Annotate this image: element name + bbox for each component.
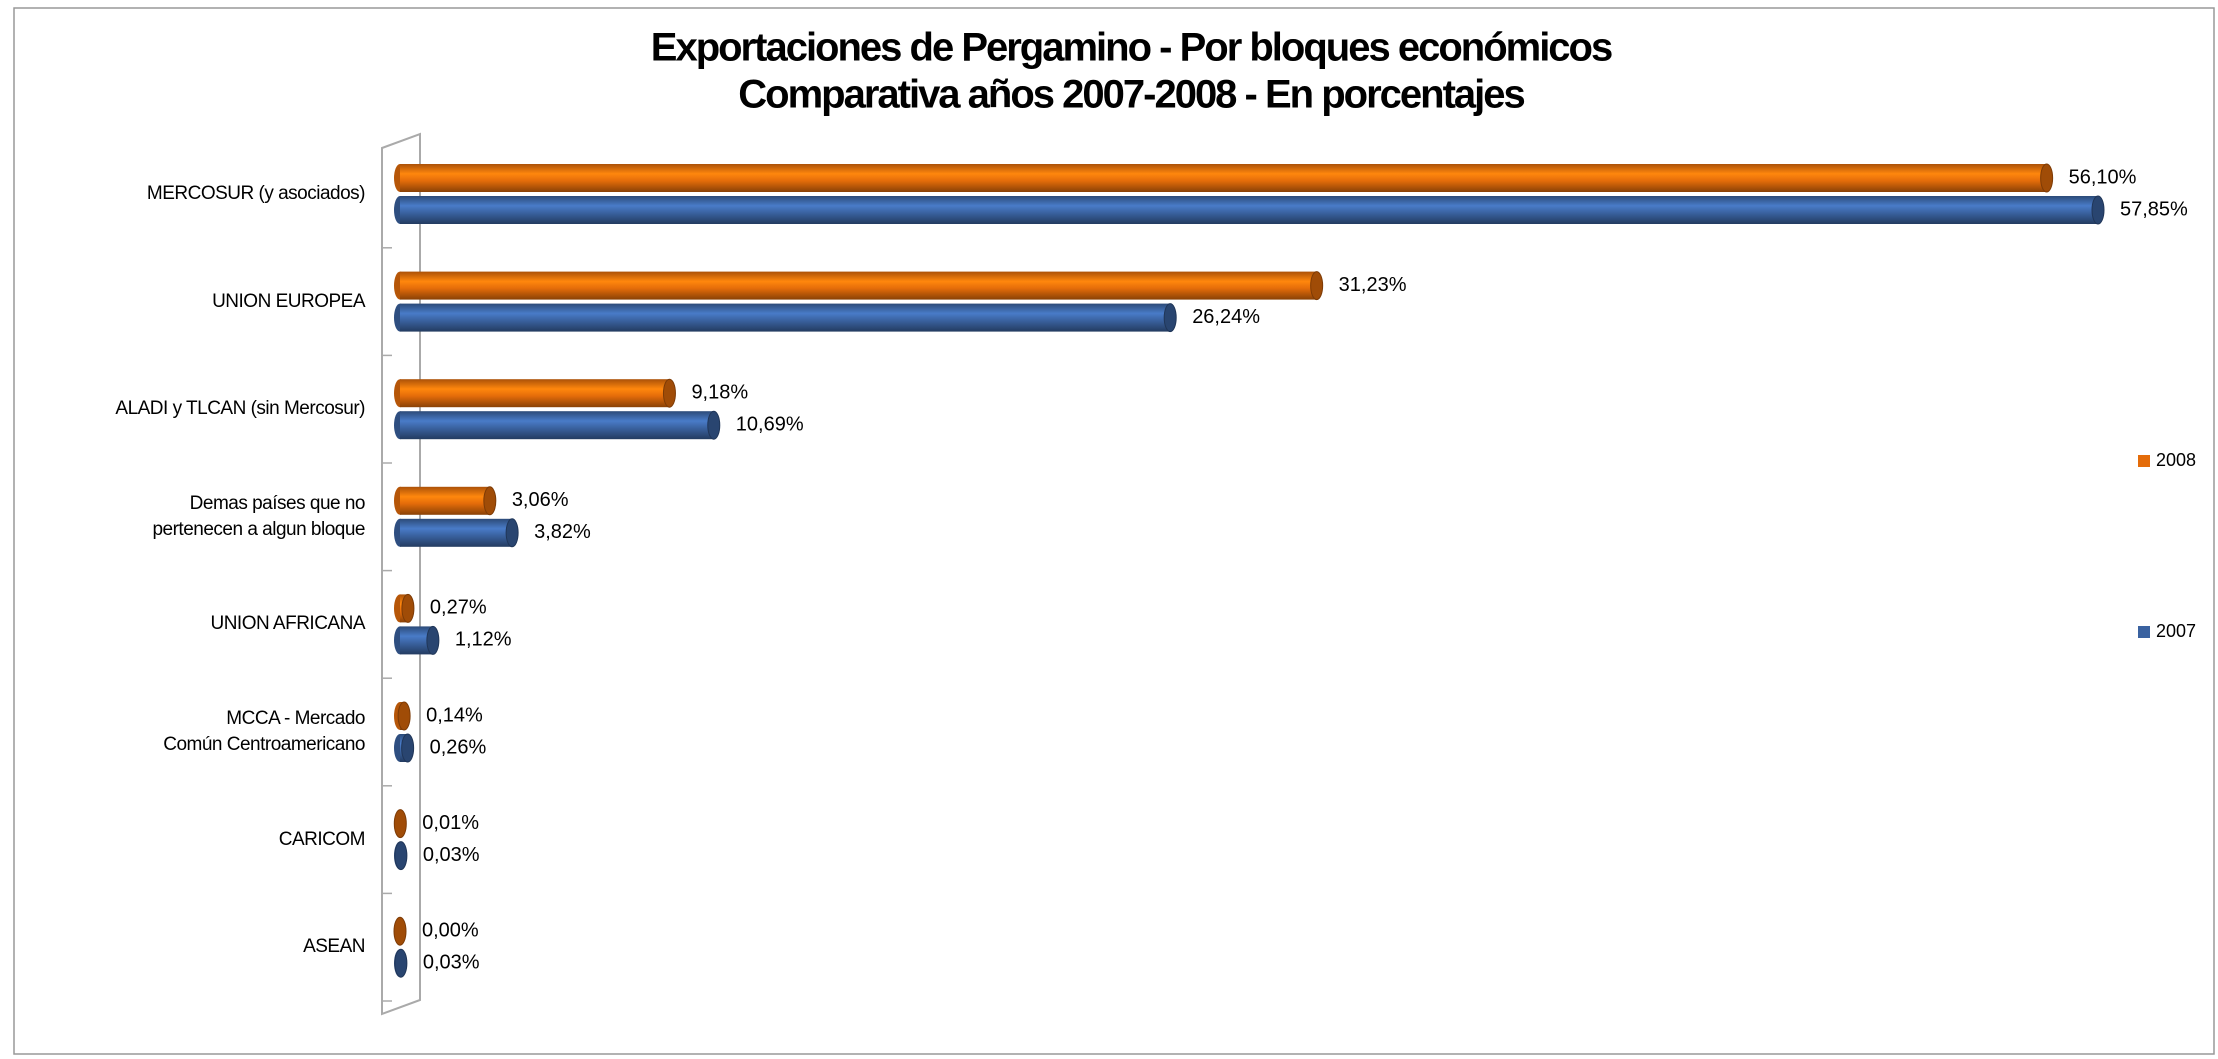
bar bbox=[400, 271, 1317, 300]
bar-cap bbox=[1163, 303, 1177, 333]
bar bbox=[400, 196, 2098, 224]
value-label: 0,03% bbox=[423, 844, 480, 866]
bar bbox=[400, 303, 1171, 332]
value-label: 0,14% bbox=[426, 704, 483, 726]
value-label: 3,82% bbox=[534, 521, 591, 543]
axis-wall bbox=[381, 132, 421, 1016]
bar-cap bbox=[397, 701, 411, 731]
value-label: 0,27% bbox=[430, 597, 487, 619]
value-label: 57,85% bbox=[2120, 198, 2188, 220]
bar-cap bbox=[1310, 271, 1324, 301]
value-label: 0,00% bbox=[422, 919, 479, 941]
value-label: 10,69% bbox=[736, 413, 804, 435]
value-label: 31,23% bbox=[1339, 274, 1407, 296]
bar bbox=[400, 379, 670, 408]
chart-subtitle: Comparativa años 2007-2008 - En porcenta… bbox=[738, 73, 1524, 117]
bar-cap bbox=[707, 410, 721, 440]
category-label: UNION EUROPEA bbox=[212, 290, 365, 312]
bar-cap bbox=[393, 916, 407, 946]
value-label: 0,26% bbox=[430, 736, 487, 758]
bar-cap bbox=[393, 809, 407, 839]
value-label: 0,01% bbox=[422, 812, 479, 834]
category-label: Demas países que no pertenecen a algun b… bbox=[152, 492, 365, 540]
value-label: 26,24% bbox=[1192, 306, 1260, 328]
bar bbox=[400, 518, 513, 547]
legend-swatch bbox=[2138, 626, 2150, 638]
category-label: MCCA - Mercado Común Centroamericano bbox=[163, 708, 365, 755]
chart-title: Exportaciones de Pergamino - Por bloques… bbox=[651, 26, 1612, 70]
legend-label: 2008 bbox=[2156, 450, 2196, 470]
value-label: 56,10% bbox=[2069, 166, 2137, 188]
bar-cap bbox=[2040, 163, 2054, 193]
bar bbox=[400, 411, 714, 440]
bar-cap bbox=[662, 378, 676, 408]
bar-cap bbox=[2091, 195, 2105, 225]
category-label: ALADI y TLCAN (sin Mercosur) bbox=[115, 398, 365, 420]
bar bbox=[400, 486, 490, 515]
value-label: 9,18% bbox=[691, 381, 748, 403]
bar-cap bbox=[394, 948, 408, 978]
bar-cap bbox=[394, 841, 408, 871]
value-label: 3,06% bbox=[512, 489, 569, 511]
category-label: CARICOM bbox=[278, 828, 366, 850]
bar-cap bbox=[401, 733, 415, 763]
bar-cap bbox=[426, 625, 440, 655]
legend-swatch bbox=[2138, 455, 2150, 467]
bar-cap bbox=[505, 518, 519, 548]
bar bbox=[400, 164, 2047, 192]
bar-cap bbox=[483, 486, 497, 516]
value-label: 1,12% bbox=[455, 629, 512, 651]
value-label: 0,03% bbox=[423, 951, 480, 973]
chart-frame bbox=[13, 7, 2215, 1055]
legend-label: 2007 bbox=[2156, 621, 2196, 641]
category-label: ASEAN bbox=[303, 936, 365, 958]
bar-cap bbox=[401, 593, 415, 623]
category-label: MERCOSUR (y asociados) bbox=[146, 183, 366, 204]
category-label: UNION AFRICANA bbox=[210, 613, 365, 635]
